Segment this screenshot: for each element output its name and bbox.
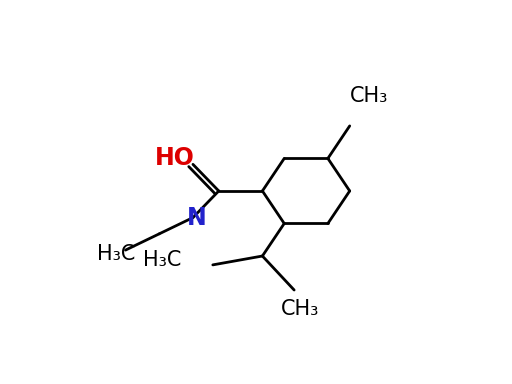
Text: H₃C: H₃C (143, 250, 181, 270)
Text: CH₃: CH₃ (350, 86, 389, 106)
Text: N: N (187, 206, 206, 230)
Text: H₃C: H₃C (97, 243, 135, 264)
Text: HO: HO (155, 146, 195, 170)
Text: CH₃: CH₃ (281, 299, 319, 319)
